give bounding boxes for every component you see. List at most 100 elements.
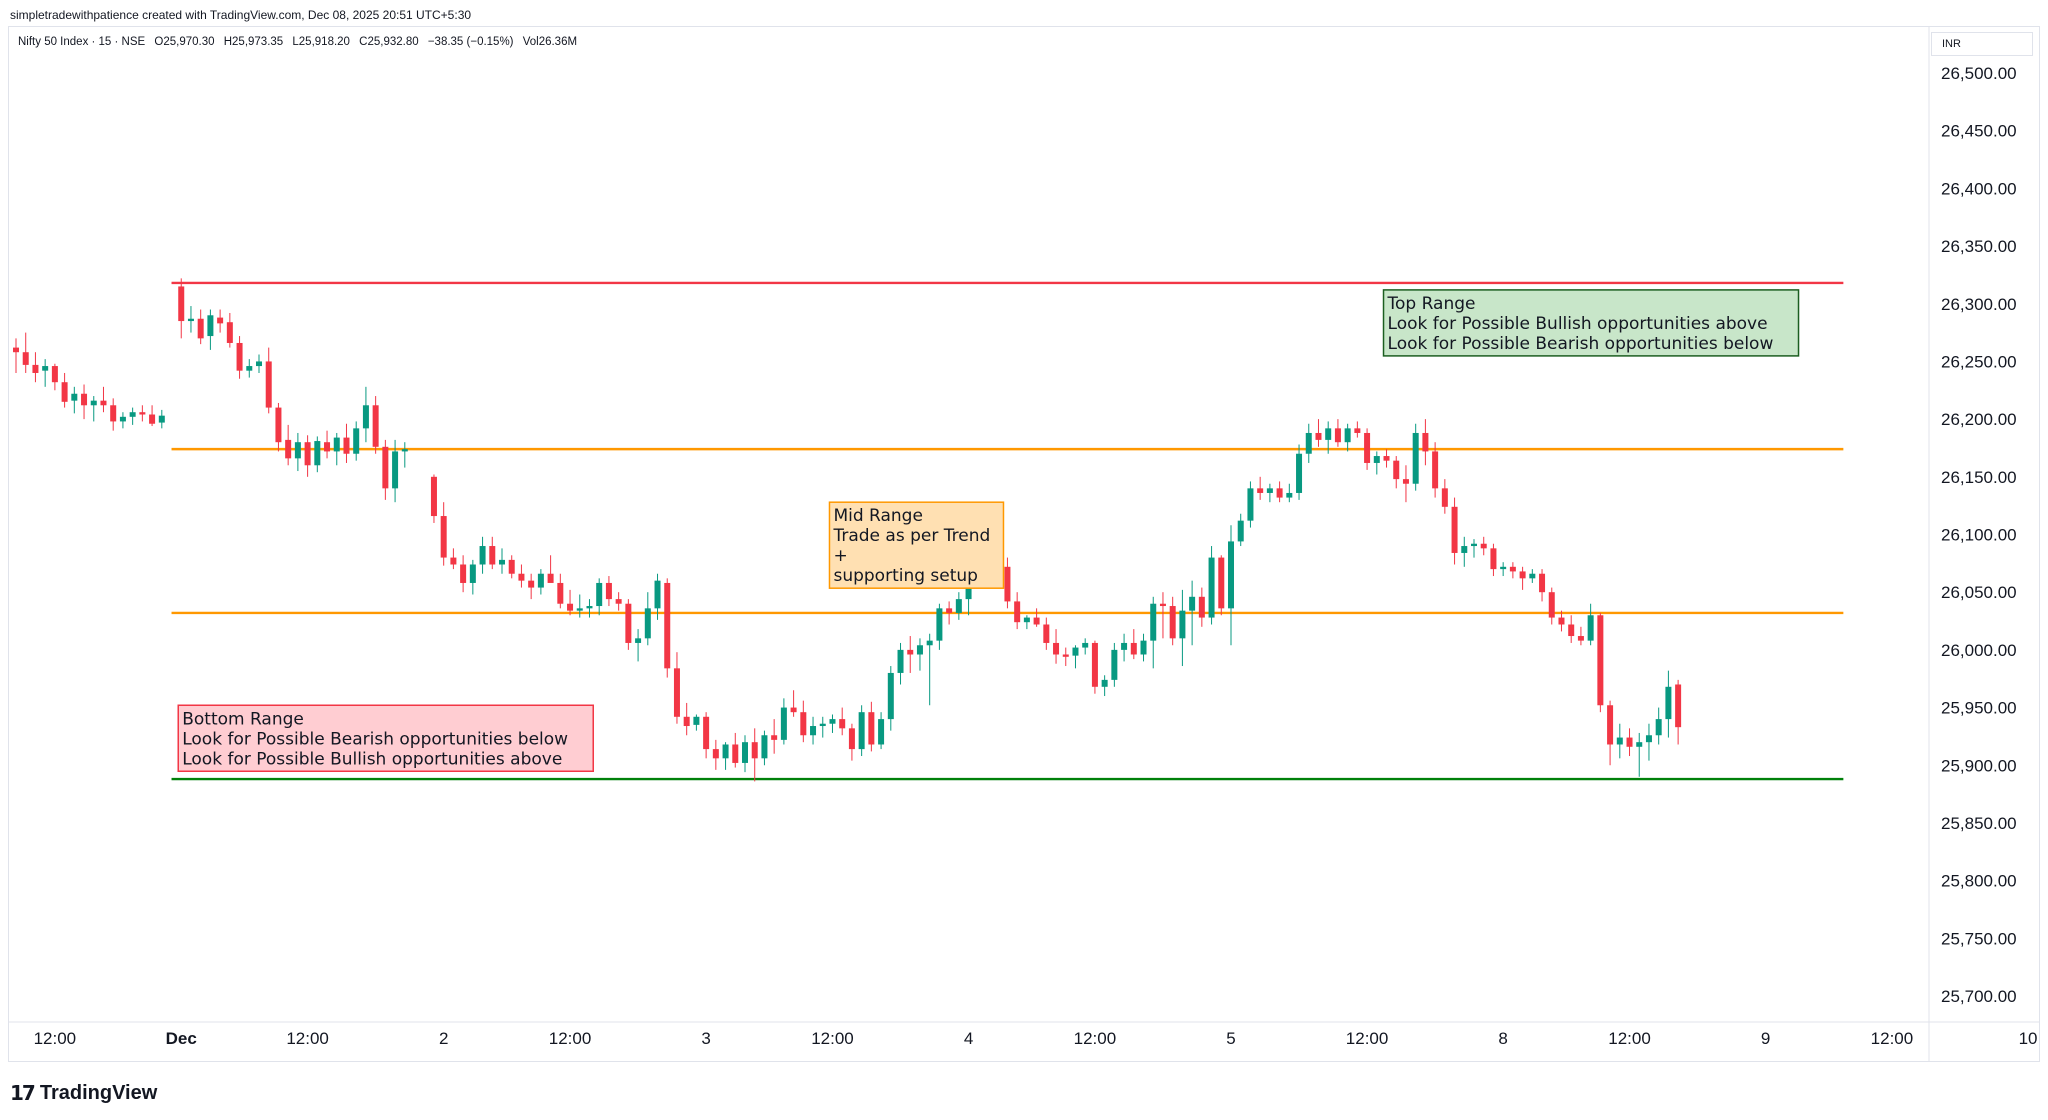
candle-body [1169,606,1176,639]
candle-body [1150,603,1157,641]
bearish-candle [324,430,331,459]
candle-body [1402,479,1409,484]
x-tick-label: 12:00 [1346,1029,1389,1048]
candle-body [547,573,554,583]
bearish-candle [460,555,467,593]
bullish-candle [353,421,360,461]
candle-body [372,405,379,447]
candle-body [1412,432,1419,484]
bearish-candle [1393,456,1400,489]
candle-body [1033,617,1040,625]
candle-body [1159,603,1166,607]
bullish-candle [246,359,253,378]
candle-body [1130,642,1137,655]
bearish-candle [800,700,807,743]
bearish-candle [32,352,39,383]
bearish-candle [1159,592,1166,639]
bearish-candle [1422,419,1429,466]
candle-body [1461,546,1468,553]
bearish-candle [226,312,233,348]
candle-body [1393,460,1400,480]
bullish-candle [294,432,301,472]
y-tick-label: 25,750.00 [1941,929,2017,948]
candle-body [430,476,437,517]
candle-body [440,516,447,558]
chart-frame [8,26,2040,1062]
candle-body [868,712,875,745]
bearish-candle [557,573,564,609]
bearish-candle [343,423,350,463]
candle-body [256,361,262,367]
ohlc-close: C25,932.80 [359,36,419,48]
currency-selector[interactable]: INR [1931,32,2033,56]
candle-body [673,668,680,717]
candlestick-chart[interactable]: 26,500.00 26,450.00 26,400.00 26,350.00 26,3… [0,0,2048,1080]
bearish-candle [907,636,914,673]
tradingview-brand[interactable]: 17 TradingView [10,1080,157,1106]
y-tick-label: 26,050.00 [1941,583,2017,602]
bearish-candle [1053,629,1060,664]
candle-body [207,315,214,337]
candle-body [1305,432,1312,454]
candle-body [119,416,126,422]
candle-body [936,608,943,641]
candle-body [1607,705,1614,745]
bearish-candle [1451,497,1458,565]
candle-body [1500,566,1507,570]
bearish-candle [1276,481,1283,503]
candle-body [1053,642,1060,655]
candle-body [1577,636,1584,641]
bullish-candle [42,359,49,387]
bearish-candle [236,336,243,379]
bullish-candle [1344,423,1351,452]
symbol-name[interactable]: Nifty 50 Index · 15 · NSE [18,36,146,48]
bearish-candle [1558,610,1565,632]
bearish-candle [1607,700,1614,766]
brand-name: TradingView [39,1081,158,1104]
x-tick-label: Dec [166,1029,197,1048]
bullish-candle [897,642,904,685]
bearish-candle [1441,479,1448,514]
bullish-candle [635,629,642,662]
candle-body [1228,541,1234,609]
symbol-legend[interactable]: Nifty 50 Index · 15 · NSE O25,970.30 H25… [18,36,583,48]
candle-body [712,749,719,759]
ohlc-low: L25,918.20 [292,36,350,48]
y-tick-label: 26,150.00 [1941,468,2017,487]
bearish-candle [275,402,282,452]
bearish-candle [683,702,690,736]
bullish-candle [1500,562,1507,577]
candle-body [32,364,39,373]
candle-body [1422,432,1429,452]
bullish-candle [158,409,165,429]
candle-body [139,412,146,415]
tradingview-logo-icon: 17 [10,1081,36,1105]
bearish-candle [1402,465,1409,503]
candle-body [780,707,787,740]
candle-body [343,437,350,454]
bearish-candle [1626,728,1633,757]
candle-body [353,428,360,454]
bullish-candle [1266,483,1273,503]
bullish-candle [1665,670,1672,738]
annotation-text: Look for Possible Bullish opportunities … [182,749,562,769]
bullish-candle [187,306,194,333]
bearish-candle [712,739,719,770]
candle-body [1198,596,1205,618]
bullish-candle [1121,633,1128,662]
bullish-candle [1529,569,1536,583]
candle-body [1334,428,1341,443]
candle-body [946,608,953,613]
bullish-candle [499,548,505,574]
candle-body [1276,488,1283,498]
candle-body [479,546,486,565]
candle-body [683,716,690,727]
candle-body [1208,557,1215,618]
x-tick-label: 12:00 [811,1029,854,1048]
bullish-candle [469,559,476,595]
candle-body [1266,488,1273,493]
bearish-candle [13,338,19,373]
candle-body [732,744,739,763]
bullish-candle [1412,423,1419,491]
bearish-candle [848,723,855,761]
